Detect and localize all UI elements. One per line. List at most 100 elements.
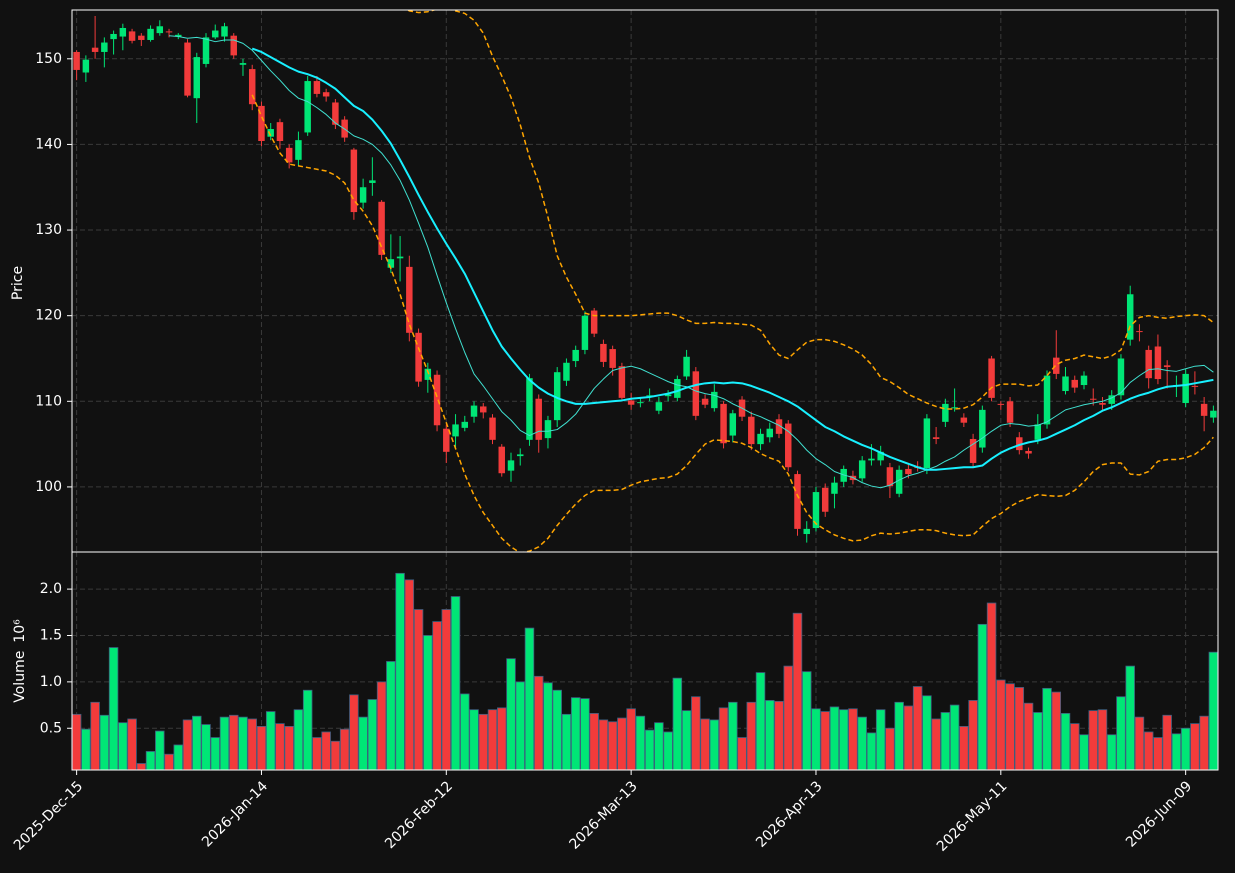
candle-body (951, 407, 958, 409)
candle-body (858, 460, 866, 479)
volume-bar (644, 729, 655, 770)
volume-bar (238, 716, 248, 770)
candle-body (276, 122, 284, 142)
volume-bar (617, 717, 627, 770)
candle-body (609, 349, 616, 368)
volume-tick-label: 0.5 (40, 720, 62, 736)
candle-body (332, 102, 339, 125)
volume-bar (192, 715, 202, 770)
volume-bar (663, 731, 673, 770)
candle-body (1062, 376, 1069, 392)
candle-body (757, 433, 764, 445)
candle-body (1126, 294, 1134, 340)
candle-body (304, 81, 311, 133)
volume-bar (1070, 723, 1080, 770)
price-panel (73, 10, 1217, 552)
candle-body (1136, 331, 1143, 333)
volume-bar (275, 723, 285, 770)
indicator-line (251, 47, 1214, 471)
candle-body (415, 332, 422, 382)
volume-bar (524, 627, 535, 770)
volume-bar (487, 709, 498, 770)
candle-body (119, 27, 127, 37)
candle-body (443, 428, 450, 452)
volume-bar (164, 753, 174, 770)
volume-bar (358, 716, 368, 770)
candle-body (627, 400, 635, 405)
volume-bar (136, 763, 147, 770)
volume-bar (543, 682, 553, 770)
candle-body (239, 63, 247, 65)
volume-bar (1180, 727, 1191, 770)
volume-bar (330, 740, 341, 770)
volume-bar (1079, 734, 1089, 770)
volume-bar (228, 714, 239, 770)
volume-bar (1153, 737, 1163, 770)
candle-body (165, 31, 173, 33)
volume-bar (302, 689, 313, 770)
candle-body (988, 358, 995, 398)
volume-bar (700, 718, 710, 770)
volume-bar (1051, 691, 1062, 770)
volume-bar (1143, 731, 1154, 770)
volume-bar (469, 709, 479, 770)
candle-body (581, 315, 589, 350)
candle-body (979, 409, 986, 448)
candle-body (138, 35, 145, 40)
candle-body (923, 418, 931, 469)
volume-bar (681, 710, 692, 770)
volume-bar (968, 700, 978, 770)
candle-body (202, 37, 210, 64)
volume-bar (376, 681, 387, 770)
volume-bar (691, 696, 701, 770)
candle-body (1163, 365, 1171, 368)
volume-bar (570, 697, 581, 770)
volume-bar (312, 737, 322, 770)
candle-body (1071, 379, 1078, 388)
volume-bar (1208, 651, 1218, 770)
candle-body (267, 129, 274, 137)
volume-bar (774, 700, 784, 770)
volume-bar (672, 677, 683, 770)
volume-panel (72, 572, 1218, 770)
candle-body (378, 201, 385, 255)
candle-body (664, 394, 672, 397)
candle-body (1182, 373, 1189, 404)
volume-bar (1199, 715, 1209, 770)
candle-body (868, 458, 875, 461)
candle-body (526, 378, 533, 440)
candle-body (175, 34, 182, 37)
candle-body (433, 374, 441, 426)
candle-body (701, 398, 709, 405)
volume-bar (1088, 710, 1098, 770)
volume-bar (1014, 687, 1025, 770)
volume-bar (940, 712, 951, 770)
volume-bar (413, 609, 424, 770)
candle-body (221, 26, 228, 37)
volume-bar (460, 693, 470, 770)
volume-scale: 10⁶ (12, 619, 28, 643)
candle-body (1117, 358, 1125, 396)
volume-bar (857, 716, 867, 770)
volume-bar (1106, 734, 1117, 770)
candle-body (1200, 403, 1208, 416)
candle-body (821, 487, 829, 512)
candle-body (1099, 403, 1106, 405)
volume-bar (432, 621, 442, 770)
volume-bar (792, 612, 803, 770)
volume-bar (875, 709, 886, 770)
candle-body (73, 51, 80, 70)
candle-body (184, 42, 191, 96)
candle-body (1154, 346, 1162, 380)
volume-bar (118, 722, 128, 770)
volume-bar (561, 713, 572, 770)
volume-bar (829, 706, 840, 770)
volume-bar (339, 728, 350, 770)
volume-frame (71, 551, 1219, 771)
volume-bar (1060, 713, 1071, 770)
volume-label: Volume (12, 651, 28, 703)
volume-bar (1125, 665, 1135, 770)
volume-bar (755, 672, 766, 770)
candle-body (831, 482, 838, 494)
